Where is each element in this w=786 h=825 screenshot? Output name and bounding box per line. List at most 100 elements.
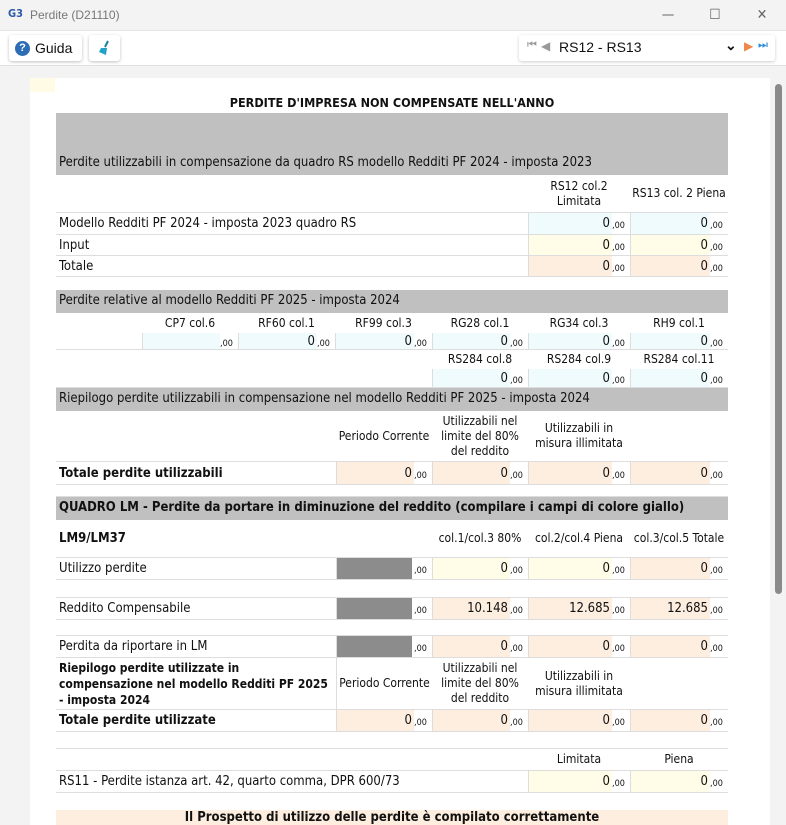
value-field[interactable]: 0,00 bbox=[335, 333, 432, 349]
decimals: ,00 bbox=[710, 779, 723, 789]
decimals: ,00 bbox=[612, 263, 625, 274]
total-field: 0,00 bbox=[528, 256, 630, 276]
title-bar: G3 Perdite (D21110) — ☐ ✕ bbox=[0, 0, 786, 31]
value: 12.685 bbox=[667, 601, 708, 616]
decimals: ,00 bbox=[612, 470, 625, 481]
disabled-field: ,00 bbox=[336, 558, 432, 579]
value: 0 bbox=[602, 774, 610, 789]
table-row: ,00 0,00 0,00 0,00 0,00 0,00 bbox=[56, 333, 728, 350]
input-field[interactable]: 0,00 bbox=[432, 558, 528, 579]
close-button[interactable]: ✕ bbox=[756, 7, 768, 23]
value: 0 bbox=[700, 333, 708, 349]
section-select-value[interactable]: RS12 - RS13 bbox=[559, 39, 642, 55]
clean-button[interactable] bbox=[89, 35, 120, 61]
decimals: ,00 bbox=[710, 242, 723, 253]
total-field: 0,00 bbox=[528, 462, 630, 484]
value: 0 bbox=[602, 713, 610, 728]
value-field[interactable]: 0,00 bbox=[528, 333, 630, 349]
column-headers: Riepilogo perdite utilizzate in compensa… bbox=[56, 658, 728, 710]
decimals: ,00 bbox=[510, 644, 523, 654]
table-row: Utilizzo perdite ,00 0,00 0,00 0,00 bbox=[56, 558, 728, 580]
col-header: RF60 col.1 bbox=[258, 315, 315, 330]
total-field: 0,00 bbox=[630, 710, 728, 731]
value-field[interactable]: 0,00 bbox=[630, 213, 728, 234]
value: 0 bbox=[404, 713, 412, 728]
scrollbar-thumb[interactable] bbox=[775, 84, 782, 594]
value: 0 bbox=[500, 333, 508, 349]
status-message: Il Prospetto di utilizzo delle perdite è… bbox=[56, 810, 728, 825]
last-icon[interactable]: ⏭ bbox=[758, 39, 768, 51]
spacer bbox=[56, 580, 728, 598]
value: 0 bbox=[500, 561, 508, 576]
value: 0 bbox=[700, 639, 708, 654]
maximize-button[interactable]: ☐ bbox=[709, 7, 721, 23]
value-field[interactable]: 0,00 bbox=[432, 369, 528, 387]
value-field[interactable]: 0,00 bbox=[528, 369, 630, 387]
col-header: RS284 col.8 bbox=[447, 352, 513, 366]
table-row: 0,00 0,00 0,00 bbox=[56, 369, 728, 388]
decimals: ,00 bbox=[612, 779, 625, 789]
value-field[interactable]: 0,00 bbox=[528, 213, 630, 234]
value: 0 bbox=[602, 465, 610, 481]
page-title: PERDITE D'IMPRESA NON COMPENSATE NELL'AN… bbox=[229, 95, 555, 110]
value: 0 bbox=[602, 561, 610, 576]
column-headers: CP7 col.6 RF60 col.1 RF99 col.3 RG28 col… bbox=[56, 313, 728, 333]
value-field[interactable]: 0,00 bbox=[238, 333, 335, 349]
prev-icon[interactable]: ◀ bbox=[541, 39, 551, 53]
value-field[interactable]: 0,00 bbox=[630, 369, 728, 387]
value: 0 bbox=[602, 333, 610, 349]
col-header: CP7 col.6 bbox=[164, 315, 216, 330]
total-field: 0,00 bbox=[630, 256, 728, 276]
value: 0 bbox=[500, 465, 508, 481]
decimals: ,00 bbox=[710, 375, 723, 386]
value-field: 0,00 bbox=[528, 636, 630, 657]
chevron-down-icon[interactable]: ⌄ bbox=[725, 37, 737, 53]
next-icon[interactable]: ▶ bbox=[744, 39, 754, 53]
total-field: 0,00 bbox=[630, 558, 728, 579]
input-field[interactable]: 0,00 bbox=[630, 235, 728, 255]
help-button[interactable]: ? Guida bbox=[9, 35, 82, 61]
section-selector[interactable]: ⏮ ◀ RS12 - RS13 ⌄ ▶ ⏭ bbox=[519, 35, 775, 61]
input-field[interactable]: 0,00 bbox=[528, 235, 630, 255]
minimize-button[interactable]: — bbox=[661, 7, 675, 23]
help-label: Guida bbox=[35, 40, 73, 56]
col-header: col.1/col.3 80% bbox=[438, 531, 522, 545]
corner-marker bbox=[30, 78, 55, 92]
value-field: 0,00 bbox=[432, 636, 528, 657]
input-field[interactable]: 0,00 bbox=[528, 771, 630, 792]
decimals: ,00 bbox=[414, 606, 427, 616]
col-header: Periodo Corrente bbox=[338, 428, 430, 443]
row-label: Totale perdite utilizzabili bbox=[59, 465, 223, 481]
decimals: ,00 bbox=[510, 606, 523, 616]
decimals: ,00 bbox=[612, 375, 625, 386]
decimals: ,00 bbox=[710, 606, 723, 616]
value: 0 bbox=[602, 237, 610, 253]
disabled-field: ,00 bbox=[336, 636, 432, 657]
toolbar: ? Guida ⏮ ◀ RS12 - RS13 ⌄ ▶ ⏭ bbox=[0, 31, 786, 66]
value: 0 bbox=[500, 713, 508, 728]
decimals: ,00 bbox=[612, 221, 625, 231]
value-field[interactable]: 0,00 bbox=[630, 333, 728, 349]
decimals: ,00 bbox=[710, 566, 723, 576]
value: 0 bbox=[500, 370, 508, 386]
input-field[interactable]: 0,00 bbox=[630, 771, 728, 792]
row-label: Reddito Compensabile bbox=[59, 601, 191, 616]
decimals: ,00 bbox=[510, 470, 523, 481]
col-header: RG28 col.1 bbox=[450, 315, 510, 330]
decimals: ,00 bbox=[220, 338, 233, 349]
col-header: RG34 col.3 bbox=[549, 315, 609, 330]
col-header: RS13 col. 2 Piena bbox=[632, 186, 726, 200]
input-field[interactable]: 0,00 bbox=[528, 558, 630, 579]
value-field: 0,00 bbox=[630, 636, 728, 657]
total-field: 0,00 bbox=[336, 710, 432, 731]
header-band bbox=[56, 113, 728, 152]
scrollbar[interactable] bbox=[772, 68, 786, 825]
value-field[interactable]: 0,00 bbox=[432, 333, 528, 349]
col-header: RH9 col.1 bbox=[653, 315, 705, 330]
value-field: 12.685,00 bbox=[528, 598, 630, 619]
row-label: Modello Redditi PF 2024 - imposta 2023 q… bbox=[59, 216, 357, 231]
decimals: ,00 bbox=[710, 221, 723, 231]
first-icon[interactable]: ⏮ bbox=[527, 39, 537, 51]
value-field[interactable]: ,00 bbox=[142, 333, 238, 349]
col-header: Piena bbox=[664, 752, 694, 766]
